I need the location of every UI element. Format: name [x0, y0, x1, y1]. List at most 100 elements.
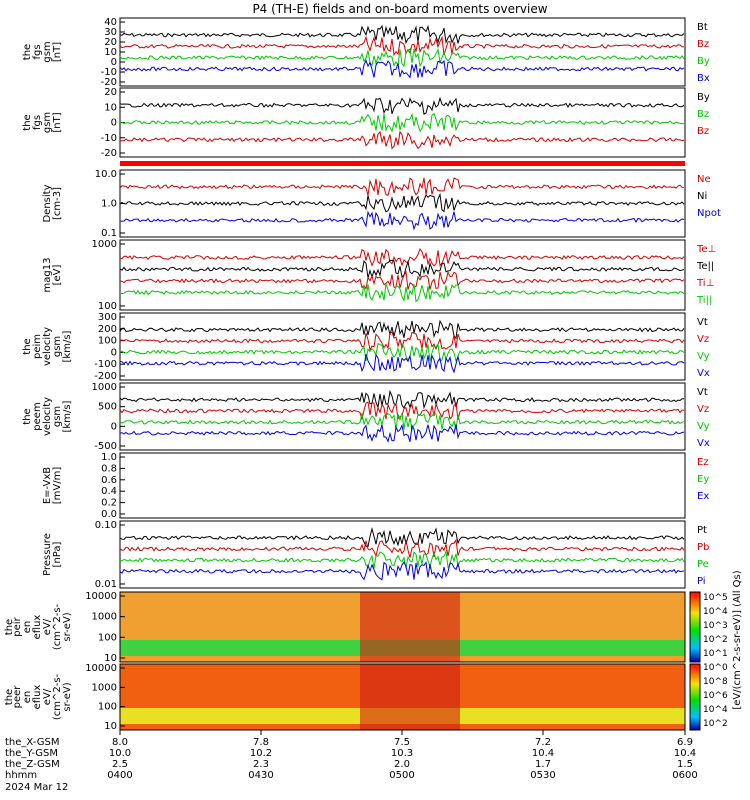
x-row-label: the_Z-GSM: [5, 759, 60, 770]
x-tick-label: 6.9: [677, 737, 693, 748]
y-axis-label: peim: [32, 334, 43, 359]
y-axis-label: [nT]: [52, 112, 63, 132]
y-axis-label: [mV/m]: [52, 467, 63, 505]
y-axis-label: peer: [12, 685, 23, 709]
legend-entry: Pt: [697, 525, 707, 536]
y-tick-label: 1.0: [101, 199, 117, 210]
trace-pressure-0: [119, 526, 685, 548]
y-axis-label: fgs: [32, 44, 43, 59]
trace-fgs-gsm-3: [119, 59, 685, 79]
colorbar-label: 10^0: [703, 663, 728, 673]
legend-entry: By: [697, 56, 710, 67]
y-tick-label: 0.6: [101, 475, 117, 486]
x-tick-label: 7.8: [253, 737, 269, 748]
panel-density: 10.0 1.0 0.1 Density [cm-3] Ne Ni Npot: [42, 169, 721, 239]
colorbar-label: 10^6: [703, 691, 728, 701]
y-axis-label: gsm: [42, 112, 53, 133]
y-tick-label: 100: [98, 702, 117, 713]
y-axis-label: the: [22, 114, 33, 130]
y-tick-label: 100: [98, 301, 117, 312]
trace-pressure-3: [119, 560, 685, 581]
y-axis-label: sr-eV): [62, 612, 73, 641]
y-axis-label: en: [22, 621, 33, 634]
y-tick-label: 10000: [85, 591, 117, 602]
colorbar-group: 10^5 10^4 10^3 10^2 10^1 10^0 10^8 10^6 10^4 10^2…: [689, 570, 743, 731]
y-axis-label: the: [22, 408, 33, 424]
x-tick-label: 2.5: [112, 759, 128, 770]
trace-density-0: [119, 177, 685, 196]
x-tick-label: 10.4: [674, 748, 696, 759]
x-row-label: the_Y-GSM: [5, 748, 58, 759]
legend-entry: Vz: [697, 404, 709, 415]
y-axis-label: the: [4, 619, 15, 635]
trace-pressure-2: [119, 549, 685, 569]
y-tick-label: 1000: [92, 612, 117, 623]
spectrogram-activity-peir: [360, 592, 460, 662]
panel-peem: 1000 500 0 -500 the peem velocity gsm [km/s] Vt Vz…: [22, 382, 710, 452]
trace-fgs-dsl-0: [119, 96, 685, 115]
y-tick-label: 0: [111, 57, 117, 68]
y-axis-label: gsm: [52, 406, 63, 427]
legend-entry: Pb: [697, 542, 709, 553]
y-axis-label: peem: [32, 402, 43, 430]
colorbar-unit: [eV/(cm^2-s-sr-eV)] (All Qs): [732, 570, 743, 709]
trace-peem-3: [119, 423, 685, 443]
x-tick-label: 10.3: [391, 748, 413, 759]
colorbar-0: [689, 591, 701, 663]
x-tick-label: 2.0: [394, 759, 410, 770]
legend-entry: Pi: [697, 576, 706, 587]
x-row-label: hhmm: [5, 770, 37, 781]
y-axis-label: en: [22, 691, 33, 704]
y-tick-label: 20: [104, 37, 117, 48]
trace-temp-3: [119, 283, 685, 303]
y-tick-label: 10000: [85, 663, 117, 674]
y-axis-label: gsm: [42, 41, 53, 62]
y-tick-label: 0.8: [101, 463, 117, 474]
panel-frame-peim: [119, 312, 686, 381]
y-tick-label: 40: [104, 17, 117, 28]
panel-frame-fgs-gsm: [119, 17, 686, 87]
legend-entry: Te||: [696, 261, 714, 272]
x-tick-label: 1.7: [535, 759, 551, 770]
y-tick-label: 0.10: [95, 520, 117, 531]
y-axis-label: eV/: [42, 618, 53, 635]
legend-entry: Vy: [697, 421, 710, 432]
y-tick-label: 0: [111, 421, 117, 432]
y-axis-label: [cm-3]: [52, 187, 63, 220]
trace-peim-3: [119, 353, 685, 374]
y-tick-label: 10: [104, 47, 117, 58]
x-tick-label: 8.0: [112, 737, 128, 748]
trace-peem-2: [119, 412, 685, 432]
legend-entry: Ey: [697, 474, 709, 485]
y-tick-label: -10: [101, 67, 117, 78]
y-axis-label: eflux: [32, 615, 43, 640]
y-axis-label: Pressure: [42, 533, 53, 576]
legend-entry: Te⊥: [696, 244, 716, 255]
x-axis-group: the_X-GSM 8.0 7.8 7.5 7.2 6.9 the_Y-GSM 10.0 10.…: [5, 730, 698, 793]
x-tick-label: 0600: [672, 770, 697, 781]
y-axis-label: gsm: [52, 336, 63, 357]
legend-entry: Bz: [697, 126, 709, 137]
y-tick-label: 10: [104, 102, 117, 113]
x-tick-label: 10.4: [532, 748, 554, 759]
y-tick-label: 1000: [92, 239, 117, 250]
trace-temp-2: [119, 270, 685, 290]
trace-fgs-dsl-1: [120, 112, 685, 133]
legend-entry: Npot: [697, 208, 721, 219]
y-tick-label: 10.0: [95, 169, 117, 180]
colorbar-label: 10^2: [703, 635, 728, 645]
y-axis-label: velocity: [42, 327, 53, 366]
legend-entry: Ne: [697, 174, 711, 185]
y-tick-label: -20: [101, 148, 117, 159]
y-axis-label: [nPa]: [52, 541, 63, 567]
trace-fgs-gsm-0: [119, 24, 685, 45]
y-axis-label: (cm^2-s-: [52, 603, 63, 650]
y-tick-label: 30: [104, 27, 117, 38]
y-axis-label: the: [4, 689, 15, 705]
y-tick-label: 0.1: [101, 228, 117, 239]
trace-peim-0: [119, 319, 685, 340]
y-tick-label: 0.4: [101, 486, 117, 497]
x-tick-label: 0500: [389, 770, 414, 781]
